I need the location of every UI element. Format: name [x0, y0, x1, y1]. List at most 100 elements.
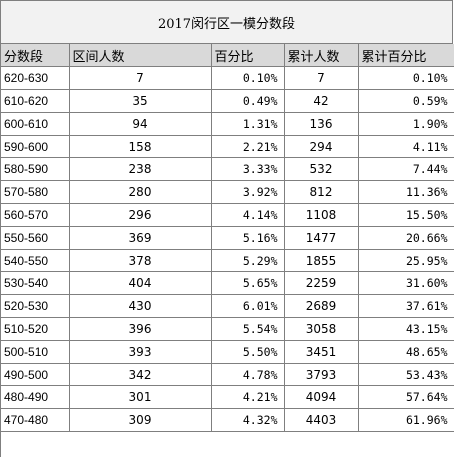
cell-score-range[interactable]: 620-630 — [1, 66, 70, 91]
header-interval-count[interactable]: 区间人数 — [69, 44, 212, 68]
cell-percentage[interactable]: 5.54% — [211, 317, 285, 341]
cell-cumulative-count[interactable]: 42 — [284, 89, 359, 113]
table-row: 500-510 393 5.50% 3451 48.65% — [1, 340, 454, 364]
cell-cumulative-count[interactable]: 1108 — [284, 203, 359, 227]
cell-score-range[interactable]: 570-580 — [1, 180, 70, 205]
table-row: 620-630 7 0.10% 7 0.10% — [1, 66, 454, 91]
table-row: 570-580 280 3.92% 812 11.36% — [1, 180, 454, 205]
header-score-range[interactable]: 分数段 — [1, 44, 70, 68]
cell-percentage[interactable]: 5.50% — [211, 340, 285, 364]
cell-cumulative-count[interactable]: 294 — [284, 135, 359, 159]
cell-score-range[interactable]: 600-610 — [1, 112, 70, 136]
cell-score-range[interactable]: 540-550 — [1, 249, 70, 273]
cell-cumulative-percentage[interactable]: 61.96% — [358, 408, 454, 433]
header-cumulative-count[interactable]: 累计人数 — [284, 44, 359, 68]
cell-interval-count[interactable]: 369 — [69, 226, 212, 250]
cell-interval-count[interactable]: 238 — [69, 157, 212, 182]
cell-score-range[interactable]: 530-540 — [1, 271, 70, 296]
table-row: 580-590 238 3.33% 532 7.44% — [1, 157, 454, 182]
cell-score-range[interactable]: 480-490 — [1, 385, 70, 410]
cell-cumulative-count[interactable]: 3451 — [284, 340, 359, 364]
cell-cumulative-percentage[interactable]: 31.60% — [358, 271, 454, 296]
cell-percentage[interactable]: 4.78% — [211, 363, 285, 387]
cell-interval-count[interactable]: 280 — [69, 180, 212, 205]
cell-cumulative-count[interactable]: 136 — [284, 112, 359, 136]
cell-cumulative-percentage[interactable]: 43.15% — [358, 317, 454, 341]
cell-cumulative-count[interactable]: 812 — [284, 180, 359, 205]
cell-percentage[interactable]: 2.21% — [211, 135, 285, 159]
table-row: 590-600 158 2.21% 294 4.11% — [1, 135, 454, 159]
cell-cumulative-count[interactable]: 4094 — [284, 385, 359, 410]
cell-interval-count[interactable]: 396 — [69, 317, 212, 341]
cell-score-range[interactable]: 610-620 — [1, 89, 70, 113]
score-table: 分数段 区间人数 百分比 累计人数 累计百分比 620-630 7 0.10% 7 0.… — [1, 44, 454, 433]
table-row: 480-490 301 4.21% 4094 57.64% — [1, 385, 454, 410]
cell-cumulative-percentage[interactable]: 1.90% — [358, 112, 454, 136]
cell-cumulative-percentage[interactable]: 25.95% — [358, 249, 454, 273]
cell-percentage[interactable]: 3.92% — [211, 180, 285, 205]
cell-cumulative-count[interactable]: 2259 — [284, 271, 359, 296]
cell-interval-count[interactable]: 35 — [69, 89, 212, 113]
cell-cumulative-count[interactable]: 4403 — [284, 408, 359, 433]
cell-cumulative-count[interactable]: 1477 — [284, 226, 359, 250]
table-row: 610-620 35 0.49% 42 0.59% — [1, 89, 454, 113]
cell-interval-count[interactable]: 296 — [69, 203, 212, 227]
cell-cumulative-percentage[interactable]: 7.44% — [358, 157, 454, 182]
cell-percentage[interactable]: 5.16% — [211, 226, 285, 250]
cell-cumulative-percentage[interactable]: 48.65% — [358, 340, 454, 364]
cell-score-range[interactable]: 580-590 — [1, 157, 70, 182]
cell-percentage[interactable]: 0.49% — [211, 89, 285, 113]
cell-cumulative-percentage[interactable]: 11.36% — [358, 180, 454, 205]
cell-interval-count[interactable]: 342 — [69, 363, 212, 387]
cell-percentage[interactable]: 5.29% — [211, 249, 285, 273]
cell-cumulative-percentage[interactable]: 0.10% — [358, 66, 454, 91]
cell-cumulative-percentage[interactable]: 0.59% — [358, 89, 454, 113]
cell-score-range[interactable]: 490-500 — [1, 363, 70, 387]
cell-score-range[interactable]: 550-560 — [1, 226, 70, 250]
cell-cumulative-percentage[interactable]: 20.66% — [358, 226, 454, 250]
cell-cumulative-percentage[interactable]: 57.64% — [358, 385, 454, 410]
cell-score-range[interactable]: 520-530 — [1, 294, 70, 319]
cell-cumulative-count[interactable]: 3793 — [284, 363, 359, 387]
cell-percentage[interactable]: 3.33% — [211, 157, 285, 182]
header-cumulative-percentage[interactable]: 累计百分比 — [358, 44, 454, 68]
cell-score-range[interactable]: 510-520 — [1, 317, 70, 341]
cell-cumulative-percentage[interactable]: 53.43% — [358, 363, 454, 387]
cell-percentage[interactable]: 5.65% — [211, 271, 285, 296]
cell-percentage[interactable]: 4.32% — [211, 408, 285, 433]
cell-percentage[interactable]: 1.31% — [211, 112, 285, 136]
cell-cumulative-count[interactable]: 2689 — [284, 294, 359, 319]
cell-interval-count[interactable]: 7 — [69, 66, 212, 91]
cell-cumulative-count[interactable]: 1855 — [284, 249, 359, 273]
cell-score-range[interactable]: 590-600 — [1, 135, 70, 159]
cell-interval-count[interactable]: 404 — [69, 271, 212, 296]
table-row: 520-530 430 6.01% 2689 37.61% — [1, 294, 454, 319]
cell-cumulative-count[interactable]: 3058 — [284, 317, 359, 341]
cell-percentage[interactable]: 4.14% — [211, 203, 285, 227]
cell-cumulative-percentage[interactable]: 15.50% — [358, 203, 454, 227]
cell-cumulative-count[interactable]: 532 — [284, 157, 359, 182]
table-title[interactable]: 2017闵行区一模分数段 — [1, 1, 453, 44]
cell-interval-count[interactable]: 378 — [69, 249, 212, 273]
table-row: 560-570 296 4.14% 1108 15.50% — [1, 203, 454, 227]
cell-percentage[interactable]: 0.10% — [211, 66, 285, 91]
cell-interval-count[interactable]: 393 — [69, 340, 212, 364]
cell-cumulative-percentage[interactable]: 37.61% — [358, 294, 454, 319]
cell-interval-count[interactable]: 158 — [69, 135, 212, 159]
cell-cumulative-count[interactable]: 7 — [284, 66, 359, 91]
header-percentage[interactable]: 百分比 — [211, 44, 285, 68]
cell-percentage[interactable]: 6.01% — [211, 294, 285, 319]
cell-percentage[interactable]: 4.21% — [211, 385, 285, 410]
cell-interval-count[interactable]: 430 — [69, 294, 212, 319]
cell-cumulative-percentage[interactable]: 4.11% — [358, 135, 454, 159]
table-row: 540-550 378 5.29% 1855 25.95% — [1, 249, 454, 273]
header-row: 分数段 区间人数 百分比 累计人数 累计百分比 — [1, 44, 454, 68]
cell-interval-count[interactable]: 309 — [69, 408, 212, 433]
cell-score-range[interactable]: 560-570 — [1, 203, 70, 227]
cell-score-range[interactable]: 470-480 — [1, 408, 70, 433]
cell-score-range[interactable]: 500-510 — [1, 340, 70, 364]
cell-interval-count[interactable]: 301 — [69, 385, 212, 410]
cell-interval-count[interactable]: 94 — [69, 112, 212, 136]
table-row: 600-610 94 1.31% 136 1.90% — [1, 112, 454, 136]
